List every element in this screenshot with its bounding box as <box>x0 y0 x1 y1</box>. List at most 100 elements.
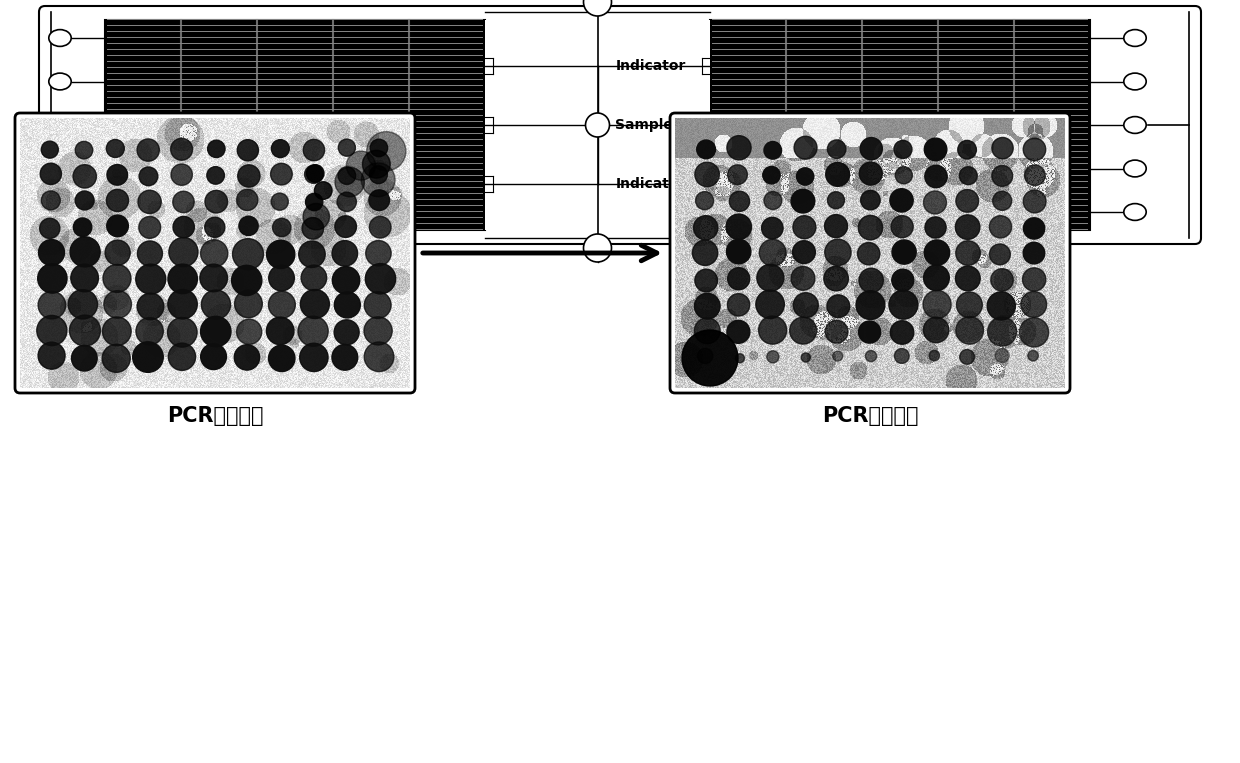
Circle shape <box>756 264 784 291</box>
Circle shape <box>174 217 195 238</box>
Circle shape <box>269 266 294 291</box>
Circle shape <box>269 345 295 372</box>
Circle shape <box>138 241 162 266</box>
Circle shape <box>234 345 259 370</box>
Circle shape <box>370 217 391 238</box>
Circle shape <box>890 320 914 344</box>
Bar <box>107 91 484 92</box>
Circle shape <box>929 350 940 361</box>
Circle shape <box>1023 268 1045 291</box>
Circle shape <box>367 131 405 171</box>
Circle shape <box>201 290 231 319</box>
Circle shape <box>334 320 360 345</box>
Bar <box>712 24 1087 26</box>
Bar <box>107 217 484 218</box>
Circle shape <box>956 317 983 344</box>
Bar <box>107 108 484 110</box>
Circle shape <box>866 350 877 362</box>
Circle shape <box>41 141 58 158</box>
Bar <box>107 192 484 194</box>
Circle shape <box>825 214 848 237</box>
Circle shape <box>833 351 843 361</box>
Circle shape <box>237 140 258 161</box>
Circle shape <box>996 349 1009 362</box>
FancyBboxPatch shape <box>670 113 1070 393</box>
Circle shape <box>239 216 258 236</box>
Circle shape <box>346 151 376 180</box>
Bar <box>107 156 484 158</box>
Bar <box>712 96 1087 98</box>
Ellipse shape <box>1123 160 1146 177</box>
Bar <box>107 31 484 32</box>
Circle shape <box>696 192 714 210</box>
Circle shape <box>102 344 130 372</box>
Circle shape <box>923 291 951 318</box>
Circle shape <box>107 215 129 237</box>
Circle shape <box>38 240 64 266</box>
Bar <box>712 66 1087 68</box>
Circle shape <box>892 216 913 238</box>
Circle shape <box>40 218 60 239</box>
Circle shape <box>1023 217 1045 239</box>
Circle shape <box>892 269 914 291</box>
Circle shape <box>859 162 883 185</box>
Bar <box>107 144 484 146</box>
Circle shape <box>924 240 950 266</box>
Circle shape <box>694 269 718 291</box>
Circle shape <box>303 217 324 239</box>
Bar <box>107 139 484 140</box>
Circle shape <box>729 192 750 211</box>
Circle shape <box>827 295 849 317</box>
Bar <box>712 144 1087 146</box>
Circle shape <box>233 239 264 269</box>
Bar <box>712 18 1087 20</box>
Circle shape <box>697 140 715 159</box>
Bar <box>712 121 1087 122</box>
Circle shape <box>1019 317 1049 347</box>
Circle shape <box>270 163 293 185</box>
Circle shape <box>138 190 161 214</box>
Bar <box>712 102 1087 104</box>
Circle shape <box>167 264 197 294</box>
Circle shape <box>894 140 911 159</box>
Text: PCR热循环后: PCR热循环后 <box>822 406 919 426</box>
Bar <box>712 181 1087 182</box>
Bar <box>107 43 484 44</box>
Circle shape <box>790 317 817 344</box>
Circle shape <box>825 239 851 266</box>
Bar <box>107 66 484 68</box>
Bar <box>712 49 1087 50</box>
Circle shape <box>103 265 131 292</box>
Circle shape <box>794 293 818 317</box>
Circle shape <box>890 188 913 212</box>
Bar <box>107 163 484 164</box>
Circle shape <box>990 244 1011 265</box>
Circle shape <box>167 289 197 319</box>
Circle shape <box>925 166 947 188</box>
Bar <box>107 150 484 152</box>
Ellipse shape <box>48 73 71 90</box>
Circle shape <box>895 166 913 184</box>
Bar <box>712 108 1087 110</box>
Ellipse shape <box>48 30 71 47</box>
Bar <box>712 139 1087 140</box>
Circle shape <box>306 165 324 182</box>
Bar <box>107 72 484 74</box>
Circle shape <box>585 113 610 137</box>
Bar <box>107 133 484 134</box>
Bar <box>107 37 484 38</box>
Circle shape <box>584 234 611 262</box>
Circle shape <box>763 166 780 184</box>
Circle shape <box>339 139 356 156</box>
Bar <box>107 181 484 182</box>
Ellipse shape <box>1123 204 1146 221</box>
Bar <box>107 204 484 206</box>
Circle shape <box>861 137 883 159</box>
Text: Sample: Sample <box>615 118 673 132</box>
Circle shape <box>133 342 164 372</box>
Bar <box>712 169 1087 170</box>
Circle shape <box>759 240 786 266</box>
Circle shape <box>272 140 289 158</box>
Circle shape <box>1028 350 1038 361</box>
Bar <box>712 72 1087 74</box>
